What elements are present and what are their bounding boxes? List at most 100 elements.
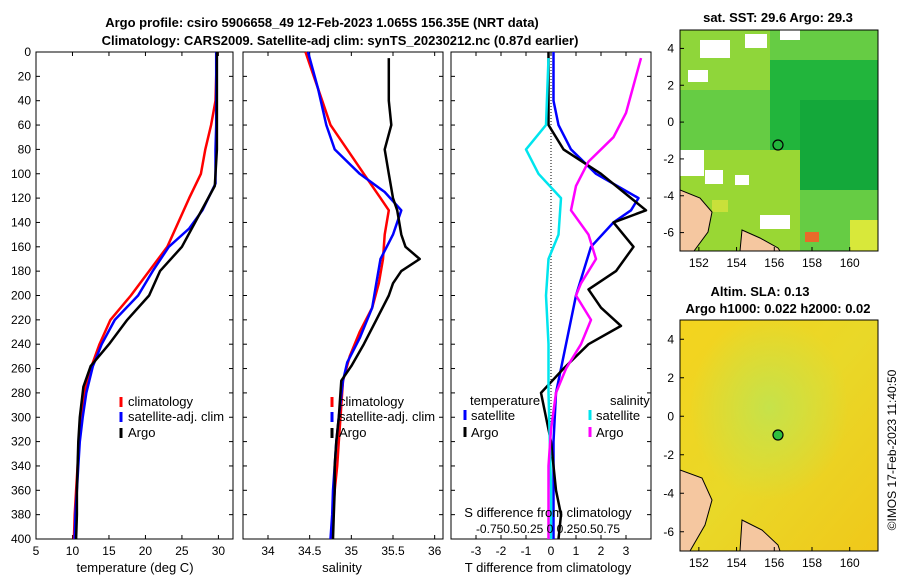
y-tick-label: 100 (11, 167, 31, 181)
salinity-axes (242, 51, 444, 540)
difference-series-s-argo (547, 57, 643, 539)
map-x-tick-label: 152 (689, 256, 709, 270)
difference-series-t-argo (539, 52, 648, 540)
y-tick-label: 360 (11, 483, 31, 497)
x-tick-label: 10 (66, 544, 80, 558)
x-tick-label: 35.5 (381, 544, 405, 558)
imos-credit: ©IMOS 17-Feb-2023 11:40:50 (885, 369, 899, 530)
y-tick-label: 380 (11, 508, 31, 522)
difference-xlabel: T difference from climatology (465, 560, 632, 575)
y-tick-label: 300 (11, 410, 31, 424)
map-y-tick-label: 4 (667, 41, 674, 55)
legend-label-s-satellite: satellite (596, 408, 640, 423)
temperature-chart: 5 10 15 20 25 3002040608010012014016018020022… (11, 45, 233, 558)
map-y-tick-label: 0 (667, 409, 674, 423)
y-tick-label: 20 (18, 69, 32, 83)
y-tick-label: 320 (11, 435, 31, 449)
main-title-line1: Argo profile: csiro 5906658_49 12-Feb-20… (105, 15, 539, 30)
map-x-tick-label: 154 (727, 256, 747, 270)
map-x-tick-label: 156 (764, 556, 784, 570)
x-tick-label: 3 (623, 544, 630, 558)
map-y-tick-label: -6 (663, 525, 674, 539)
y-tick-label: 180 (11, 264, 31, 278)
map-x-tick-label: 154 (727, 556, 747, 570)
sst-map-image (680, 30, 878, 251)
salinity-xlabel: salinity (322, 560, 362, 575)
sla-argo-marker (772, 429, 784, 441)
sst-map-frame (679, 29, 879, 252)
map-y-tick-label: 4 (667, 332, 674, 346)
y-tick-label: 140 (11, 215, 31, 229)
y-tick-label: 160 (11, 240, 31, 254)
map-y-tick-label: -6 (663, 226, 674, 240)
x-tick-label: 30 (212, 544, 226, 558)
legend-title-temperature: temperature (470, 393, 540, 408)
legend-label-s-argo: Argo (596, 425, 623, 440)
y-tick-label: 220 (11, 313, 31, 327)
x-tick-label: -1 (521, 544, 532, 558)
s-difference-label: S difference from climatology (464, 505, 632, 520)
map-x-tick-label: 152 (689, 556, 709, 570)
sst-map-ticks: 152 154 156 158 160 4 2 0 -2 -4 -6 (663, 41, 860, 270)
y-tick-label: 240 (11, 337, 31, 351)
y-tick-label: 280 (11, 386, 31, 400)
difference-series-s-satellite (524, 58, 563, 539)
y-tick-label: 400 (11, 532, 31, 546)
x-tick-label: 0 (548, 544, 555, 558)
temperature-series-satellite-adj-clim (73, 52, 218, 540)
map-y-tick-label: -4 (663, 486, 674, 500)
salinity-chart: 34 34.5 35 35.5 36 (243, 51, 443, 558)
legend-label-satellite: satellite-adj. clim (339, 409, 435, 424)
x-tick-label: 15 (102, 544, 116, 558)
salinity-legend: climatology satellite-adj. clim Argo (330, 394, 435, 440)
y-tick-label: 0 (24, 45, 31, 59)
map-x-tick-label: 158 (802, 256, 822, 270)
legend-label-t-satellite: satellite (471, 408, 515, 423)
main-title-line2: Climatology: CARS2009. Satellite-adj cli… (102, 33, 579, 48)
temperature-legend: climatology satellite-adj. clim Argo (119, 394, 224, 440)
difference-series-t-satellite (552, 52, 640, 539)
x-tick-label: -2 (496, 544, 507, 558)
temperature-xlabel: temperature (deg C) (76, 560, 193, 575)
sla-map-title-line2: Argo h1000: 0.022 h2000: 0.02 (686, 301, 871, 316)
y-tick-label: 120 (11, 191, 31, 205)
map-x-tick-label: 160 (840, 256, 860, 270)
x-tick-label: 34 (261, 544, 275, 558)
sst-argo-marker (772, 139, 784, 151)
salinity-series-satellite-adj-clim (306, 51, 403, 540)
legend-label-climatology: climatology (128, 394, 194, 409)
map-x-tick-label: 160 (840, 556, 860, 570)
x-tick-label: 20 (139, 544, 153, 558)
y-tick-label: 80 (18, 142, 32, 156)
legend-label-satellite: satellite-adj. clim (128, 409, 224, 424)
map-x-tick-label: 158 (802, 556, 822, 570)
map-y-tick-label: -2 (663, 152, 674, 166)
legend-label-argo: Argo (128, 425, 155, 440)
salinity-series-climatology (304, 51, 391, 540)
legend-label-t-argo: Argo (471, 425, 498, 440)
legend-title-salinity: salinity (610, 393, 650, 408)
x-tick-label: 1 (573, 544, 580, 558)
x-tick-label: 2 (598, 544, 605, 558)
x-tick-label: 25 (175, 544, 189, 558)
temperature-series-argo (74, 52, 219, 540)
x-tick-label: 34.5 (298, 544, 322, 558)
y-tick-label: 200 (11, 289, 31, 303)
sla-map-ticks: 152 154 156 158 160 4 2 0 -2 -4 -6 (663, 332, 860, 570)
sla-map-title-line1: Altim. SLA: 0.13 (711, 284, 810, 299)
map-x-tick-label: 156 (764, 256, 784, 270)
map-y-tick-label: -4 (663, 189, 674, 203)
y-tick-label: 340 (11, 459, 31, 473)
sst-map-title: sat. SST: 29.6 Argo: 29.3 (703, 10, 853, 25)
x-tick-label: 36 (428, 544, 442, 558)
x-tick-label: -3 (471, 544, 482, 558)
x-tick-label: 5 (33, 544, 40, 558)
sla-map-frame (679, 319, 879, 552)
s-difference-ticks: -0.750.50.25 0 0.250.50.75 (476, 522, 620, 536)
map-y-tick-label: 0 (667, 115, 674, 129)
legend-label-climatology: climatology (339, 394, 405, 409)
y-tick-label: 60 (18, 118, 32, 132)
map-y-tick-label: 2 (667, 78, 674, 92)
x-tick-label: 35 (345, 544, 359, 558)
